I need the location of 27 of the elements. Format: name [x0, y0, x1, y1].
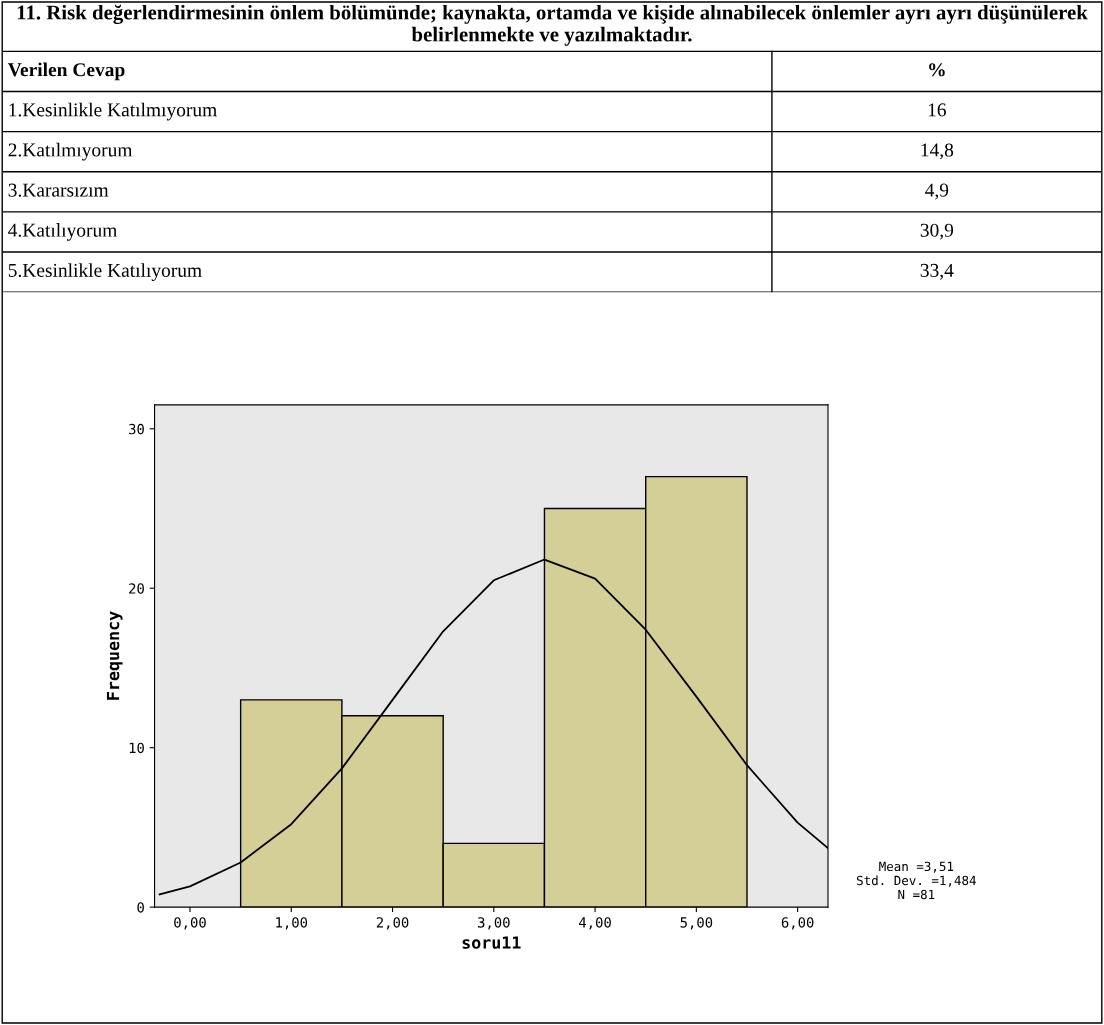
text: 11. Risk değerlendirmesinin önlem bölümünde; kaynakta, ortamda ve kişide alınabilecek önlemler ayrı ayrı düşünülerek belirlenmekte ve yazılmaktadır. — [17, 4, 1088, 46]
text: 4,9 — [925, 183, 949, 200]
x-tick-label: 3,00 — [478, 917, 510, 930]
x-tick-label: 0,00 — [174, 917, 206, 930]
text: 33,4 — [920, 263, 954, 280]
text: 30,9 — [920, 223, 954, 240]
x-tick-label: 6,00 — [781, 917, 814, 930]
text: 2.Katılmıyorum — [8, 142, 133, 161]
x-tick-label: 1,00 — [276, 917, 308, 930]
y-tick-label: 20 — [129, 583, 144, 594]
x-tick-label: 2,00 — [376, 917, 409, 930]
text: Mean =3,51 Std. Dev. =1,484 N =81 — [856, 861, 976, 900]
x-axis-title: soru11 — [462, 936, 521, 949]
y-tick-label: 30 — [129, 423, 144, 435]
text: 1.Kesinlikle Katılmıyorum — [9, 102, 217, 121]
text: Verilen Cevap — [7, 62, 125, 81]
text: % — [929, 63, 945, 77]
y-axis-title: Frequency — [106, 611, 123, 700]
x-tick-label: 4,00 — [579, 917, 611, 930]
x-tick-label: 5,00 — [680, 917, 713, 930]
y-tick-label: 10 — [129, 742, 144, 754]
text: 4.Katılıyorum — [8, 223, 118, 241]
y-tick-label: 0 — [137, 902, 144, 913]
text: 16 — [928, 103, 946, 117]
text: 5.Kesinlikle Katılıyorum — [8, 263, 202, 281]
text: 14,8 — [921, 143, 954, 160]
text: 3.Kararsızım — [8, 183, 109, 197]
